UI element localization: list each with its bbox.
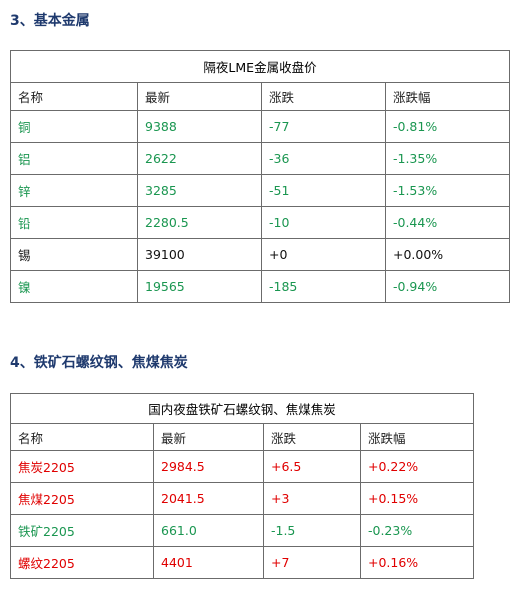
cell: +3	[263, 482, 361, 515]
cell: 4401	[153, 546, 264, 579]
header-cell: 最新	[153, 423, 264, 451]
header-row: 名称 最新 涨跌 涨跌幅	[10, 423, 474, 451]
header-cell: 最新	[137, 82, 262, 111]
data-row: 铅 2280.5 -10 -0.44%	[10, 206, 510, 239]
cell: 焦炭2205	[10, 450, 154, 483]
cell: 2041.5	[153, 482, 264, 515]
section-heading: 4、铁矿石螺纹钢、焦煤焦炭	[10, 355, 188, 371]
cell: 39100	[137, 238, 262, 271]
cell: +6.5	[263, 450, 361, 483]
table-title: 隔夜LME金属收盘价	[10, 50, 510, 83]
cell: -51	[261, 174, 386, 207]
cell: 焦煤2205	[10, 482, 154, 515]
data-table: 国内夜盘铁矿石螺纹钢、焦煤焦炭 名称 最新 涨跌 涨跌幅 焦炭2205 2984.5 +6.5…	[10, 393, 474, 579]
data-row: 铜 9388 -77 -0.81%	[10, 110, 510, 143]
cell: -1.5	[263, 514, 361, 547]
cell: +0.00%	[385, 238, 510, 271]
title-row: 国内夜盘铁矿石螺纹钢、焦煤焦炭	[10, 393, 474, 424]
header-cell: 涨跌	[263, 423, 361, 451]
cell: 9388	[137, 110, 262, 143]
data-row: 焦煤2205 2041.5 +3 +0.15%	[10, 482, 474, 515]
cell: 2984.5	[153, 450, 264, 483]
cell: 铜	[10, 110, 138, 143]
cell: 2622	[137, 142, 262, 175]
cell: -10	[261, 206, 386, 239]
header-cell: 名称	[10, 423, 154, 451]
cell: -0.81%	[385, 110, 510, 143]
cell: 锌	[10, 174, 138, 207]
header-cell: 涨跌	[261, 82, 386, 111]
cell: 661.0	[153, 514, 264, 547]
cell: -0.44%	[385, 206, 510, 239]
data-row: 锌 3285 -51 -1.53%	[10, 174, 510, 207]
header-cell: 涨跌幅	[360, 423, 474, 451]
header-row: 名称 最新 涨跌 涨跌幅	[10, 82, 510, 111]
cell: 镍	[10, 270, 138, 303]
cell: -0.23%	[360, 514, 474, 547]
data-row: 铝 2622 -36 -1.35%	[10, 142, 510, 175]
cell: 铁矿2205	[10, 514, 154, 547]
section-heading: 3、基本金属	[10, 13, 90, 29]
data-row: 镍 19565 -185 -0.94%	[10, 270, 510, 303]
data-row: 锡 39100 +0 +0.00%	[10, 238, 510, 271]
cell: +7	[263, 546, 361, 579]
header-cell: 涨跌幅	[385, 82, 510, 111]
cell: +0.15%	[360, 482, 474, 515]
cell: -0.94%	[385, 270, 510, 303]
data-row: 螺纹2205 4401 +7 +0.16%	[10, 546, 474, 579]
cell: -185	[261, 270, 386, 303]
cell: -77	[261, 110, 386, 143]
table-title: 国内夜盘铁矿石螺纹钢、焦煤焦炭	[10, 393, 474, 424]
cell: 19565	[137, 270, 262, 303]
cell: -1.53%	[385, 174, 510, 207]
cell: -1.35%	[385, 142, 510, 175]
cell: -36	[261, 142, 386, 175]
cell: 铝	[10, 142, 138, 175]
cell: +0	[261, 238, 386, 271]
cell: 锡	[10, 238, 138, 271]
cell: +0.22%	[360, 450, 474, 483]
cell: 2280.5	[137, 206, 262, 239]
data-table: 隔夜LME金属收盘价 名称 最新 涨跌 涨跌幅铜 9388 -77 -0.81% 铝 2622 -3…	[10, 50, 510, 303]
cell: 铅	[10, 206, 138, 239]
title-row: 隔夜LME金属收盘价	[10, 50, 510, 83]
cell: 螺纹2205	[10, 546, 154, 579]
data-row: 铁矿2205 661.0 -1.5 -0.23%	[10, 514, 474, 547]
cell: 3285	[137, 174, 262, 207]
cell: +0.16%	[360, 546, 474, 579]
header-cell: 名称	[10, 82, 138, 111]
data-row: 焦炭2205 2984.5 +6.5 +0.22%	[10, 450, 474, 483]
